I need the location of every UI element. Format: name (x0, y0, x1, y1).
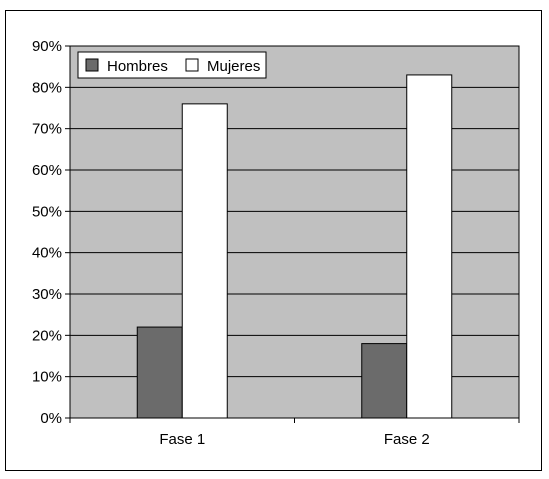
legend-swatch-mujeres (185, 58, 199, 72)
bar-hombres-fase-1 (136, 326, 183, 419)
x-tick-label: Fase 2 (384, 431, 430, 448)
legend-box (77, 51, 267, 79)
legend: Hombres Mujeres (77, 51, 267, 79)
y-tick-label: 80% (32, 79, 62, 96)
y-tick-label: 50% (32, 203, 62, 220)
x-tick-label: Fase 1 (159, 431, 205, 448)
y-tick-label: 70% (32, 121, 62, 138)
y-tick-label: 30% (32, 286, 62, 303)
bars (136, 74, 453, 419)
y-tick-label: 40% (32, 245, 62, 262)
y-axis-ticks: 0% 10% 20% 30% 40% 50% 60% 70% 80% 90% (32, 38, 70, 427)
legend-label-hombres: Hombres (107, 58, 168, 75)
bar-mujeres-fase-1 (181, 103, 228, 419)
y-tick-label: 60% (32, 162, 62, 179)
y-tick-label: 20% (32, 327, 62, 344)
legend-label-mujeres: Mujeres (207, 58, 260, 75)
x-axis-ticks: Fase 1 Fase 2 (69, 418, 520, 448)
y-tick-label: 90% (32, 38, 62, 55)
y-tick-label: 0% (40, 410, 62, 427)
y-tick-label: 10% (32, 369, 62, 386)
legend-swatch-hombres (85, 58, 99, 72)
bar-hombres-fase-2 (361, 343, 408, 419)
bar-mujeres-fase-2 (406, 74, 453, 419)
